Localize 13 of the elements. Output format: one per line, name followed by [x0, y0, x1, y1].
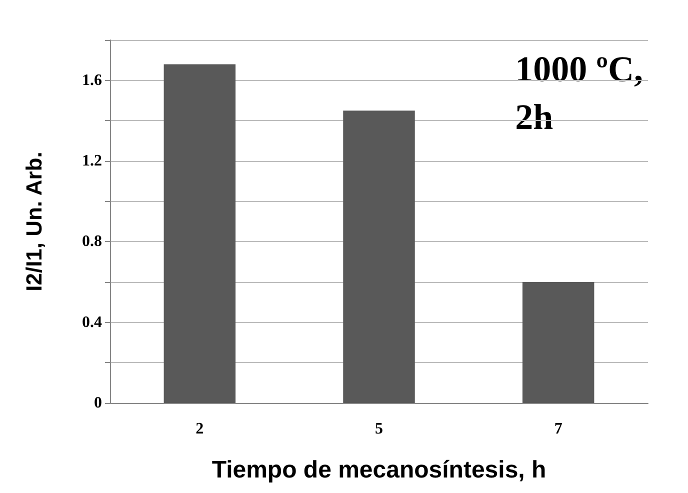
x-tick-label: 5 [375, 420, 383, 438]
y-tick-label: 0.8 [82, 233, 102, 250]
bar [164, 64, 236, 403]
x-axis-title: Tiempo de mecanosíntesis, h [212, 456, 546, 484]
y-tick-label: 1.6 [82, 72, 102, 89]
bar [343, 110, 415, 403]
x-tick-label: 2 [196, 420, 204, 438]
y-axis-title: I2/I1, Un. Arb. [22, 152, 46, 292]
x-tick-label: 7 [554, 420, 562, 438]
y-tick-label: 1.2 [82, 152, 102, 170]
bar [522, 282, 594, 403]
y-tick-label: 0 [94, 394, 102, 412]
y-tick-label: 0.4 [82, 314, 102, 331]
